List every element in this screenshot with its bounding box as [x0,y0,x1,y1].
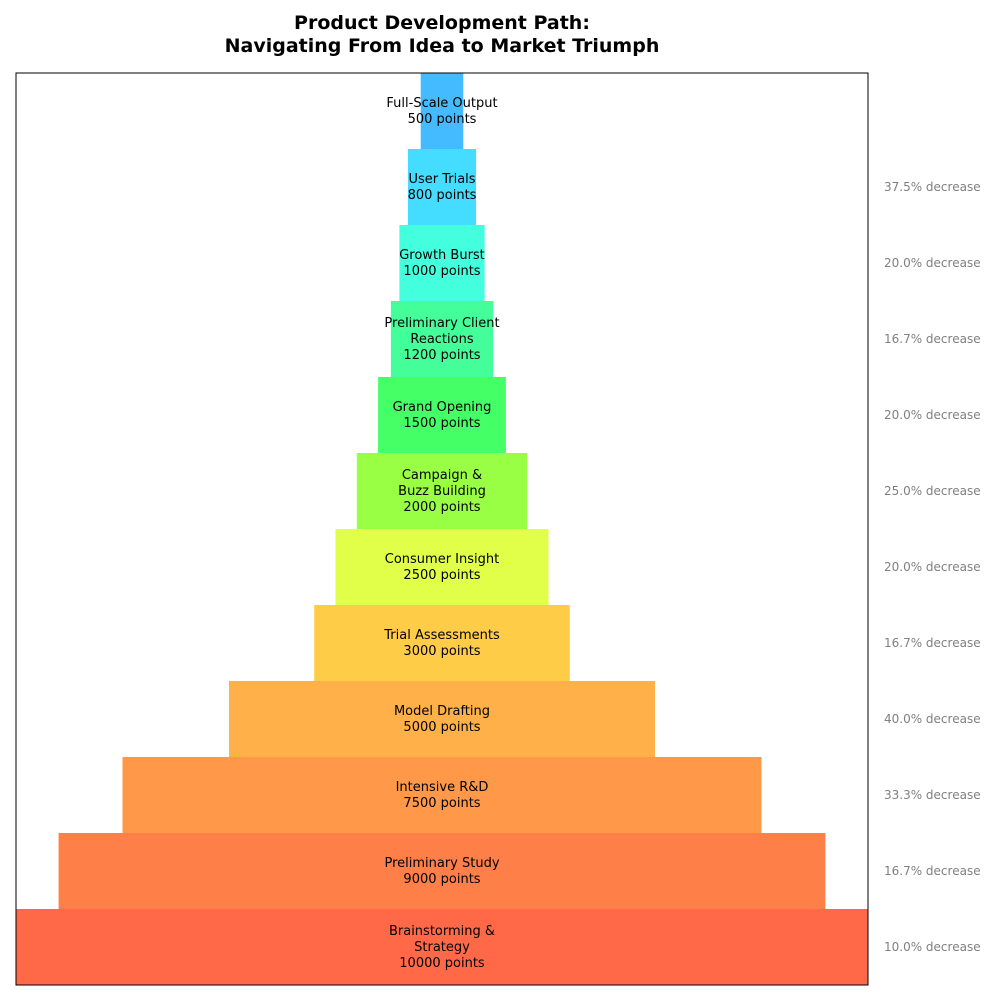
decrease-label: 16.7% decrease [884,636,981,650]
chart-title: Product Development Path: Navigating Fro… [224,12,660,57]
decrease-labels: 37.5% decrease 20.0% decrease 16.7% decrea… [884,180,981,954]
funnel-bar [356,453,528,529]
funnel-bar [58,833,826,909]
funnel-bar [390,301,494,377]
stage-label: Trial Assessments 3000 points [383,628,500,659]
stage-label: Preliminary Client Reactions 1200 points [384,316,499,363]
funnel-bars [16,73,868,985]
funnel-bar [399,225,485,301]
funnel-bar [16,909,868,985]
decrease-label: 10.0% decrease [884,940,981,954]
stage-label: Brainstorming & Strategy 10000 points [389,924,495,971]
decrease-label: 20.0% decrease [884,408,981,422]
stage-label: Preliminary Study 9000 points [384,856,499,887]
funnel-bar [378,377,506,453]
stage-label: Growth Burst 1000 points [399,248,485,279]
funnel-bar [407,149,477,225]
decrease-label: 33.3% decrease [884,788,981,802]
stage-label: Intensive R&D 7500 points [396,780,489,811]
decrease-label: 16.7% decrease [884,864,981,878]
decrease-label: 16.7% decrease [884,332,981,346]
stage-label: Full-Scale Output 500 points [386,96,497,127]
plot-frame [15,72,869,986]
funnel-bar [420,73,464,149]
decrease-label: 40.0% decrease [884,712,981,726]
stage-label: Model Drafting 5000 points [394,704,490,735]
funnel-bar [122,757,762,833]
decrease-label: 37.5% decrease [884,180,981,194]
stage-label: Grand Opening 1500 points [393,400,492,431]
stage-labels: Full-Scale Output 500 points User Trials 80… [383,96,500,971]
stage-label: User Trials 800 points [408,172,477,203]
funnel-bar [229,681,655,757]
decrease-label: 20.0% decrease [884,560,981,574]
funnel-bar [314,605,570,681]
funnel-bar [335,529,549,605]
stage-label: Consumer Insight 2500 points [385,552,499,583]
decrease-label: 20.0% decrease [884,256,981,270]
decrease-label: 25.0% decrease [884,484,981,498]
stage-label: Campaign & Buzz Building 2000 points [398,468,486,515]
